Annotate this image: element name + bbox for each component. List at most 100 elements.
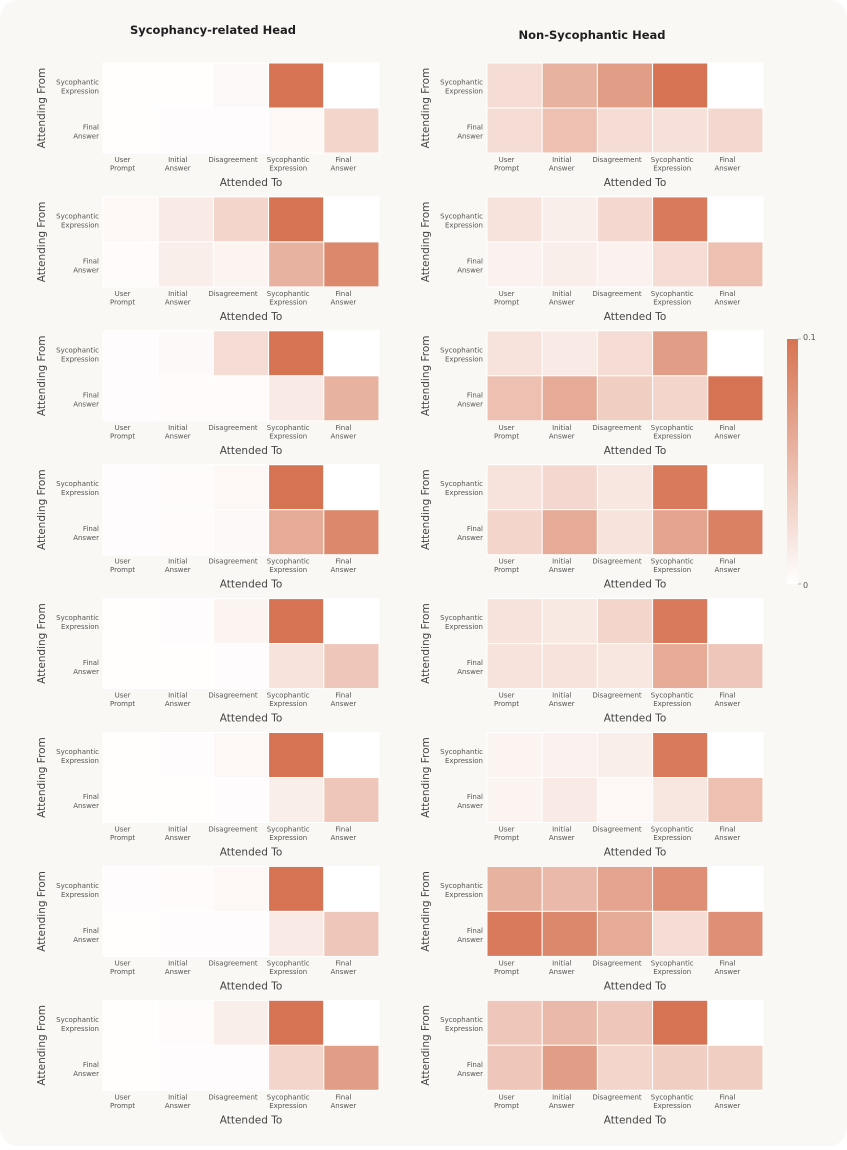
x-tick-label-disagreement: Disagreement xyxy=(208,424,258,432)
heatmap-cell xyxy=(268,643,325,690)
y-tick-label-final-answer: Final Answer xyxy=(73,257,99,274)
heatmap-cell xyxy=(541,910,598,957)
x-tick-label-user-prompt: User Prompt xyxy=(494,290,519,307)
heatmap-cell xyxy=(157,509,214,556)
heatmap-cell xyxy=(707,732,764,778)
x-tick-label-sycophantic-expression: Sycophantic Expression xyxy=(651,959,694,976)
heatmap-cell xyxy=(157,330,214,377)
x-tick-label-disagreement: Disagreement xyxy=(208,959,258,967)
x-tick-label-sycophantic-expression: Sycophantic Expression xyxy=(651,156,694,173)
x-tick-label-sycophantic-expression: Sycophantic Expression xyxy=(267,290,310,307)
x-tick-label-disagreement: Disagreement xyxy=(208,1093,258,1101)
heatmap-cell xyxy=(541,865,598,912)
heatmap-cell xyxy=(541,643,598,690)
heatmap-cell xyxy=(323,330,380,377)
y-axis-title: Attending From xyxy=(420,1005,432,1086)
y-tick-label-final-answer: Final Answer xyxy=(457,793,483,810)
heatmap-cell xyxy=(212,330,270,377)
heatmap-cell xyxy=(541,732,598,778)
heatmap-cell xyxy=(486,464,543,511)
x-tick-label-final-answer: Final Answer xyxy=(715,290,741,307)
y-tick-label-sycophantic-expression: Sycophantic Expression xyxy=(440,748,483,765)
heatmap-cell xyxy=(707,241,764,288)
y-tick-label-sycophantic-expression: Sycophantic Expression xyxy=(56,480,99,497)
heatmap-cell xyxy=(212,107,270,154)
y-axis-title: Attending From xyxy=(420,202,432,283)
x-tick-label-sycophantic-expression: Sycophantic Expression xyxy=(651,424,694,441)
x-tick-label-final-answer: Final Answer xyxy=(331,558,357,575)
x-axis-title: Attended To xyxy=(220,579,283,591)
heatmap-cell xyxy=(652,643,709,690)
x-tick-label-user-prompt: User Prompt xyxy=(494,959,519,976)
heatmap-cell xyxy=(652,1044,709,1091)
heatmap-cell xyxy=(541,107,598,154)
x-tick-label-final-answer: Final Answer xyxy=(715,424,741,441)
x-tick-label-disagreement: Disagreement xyxy=(592,156,642,164)
y-tick-label-sycophantic-expression: Sycophantic Expression xyxy=(440,346,483,363)
x-tick-label-sycophantic-expression: Sycophantic Expression xyxy=(267,156,310,173)
x-tick-label-initial-answer: Initial Answer xyxy=(165,826,191,843)
heatmap-cell xyxy=(486,643,543,690)
x-tick-label-initial-answer: Initial Answer xyxy=(549,424,575,441)
heatmap-panel-col0-row3: Sycophantic Expression Final Answer User Prom… xyxy=(36,464,380,591)
x-tick-label-user-prompt: User Prompt xyxy=(110,959,135,976)
x-axis-title: Attended To xyxy=(220,980,283,992)
heatmap-cell xyxy=(323,732,380,778)
x-tick-label-initial-answer: Initial Answer xyxy=(165,156,191,173)
heatmap-cell xyxy=(707,107,764,154)
heatmap-cell xyxy=(212,241,270,288)
x-tick-label-disagreement: Disagreement xyxy=(208,156,258,164)
heatmap-cell xyxy=(652,330,709,377)
heatmap-cell xyxy=(596,643,654,690)
heatmap-cell xyxy=(323,777,380,823)
x-tick-label-sycophantic-expression: Sycophantic Expression xyxy=(267,826,310,843)
x-axis-title: Attended To xyxy=(604,980,667,992)
heatmap-cell xyxy=(486,1044,543,1091)
y-axis-title: Attending From xyxy=(36,335,48,416)
x-axis-title: Attended To xyxy=(604,177,667,189)
heatmap-cell xyxy=(707,196,764,243)
x-tick-label-sycophantic-expression: Sycophantic Expression xyxy=(267,692,310,709)
y-tick-label-final-answer: Final Answer xyxy=(73,1061,99,1078)
x-tick-label-initial-answer: Initial Answer xyxy=(165,424,191,441)
heatmap-cell xyxy=(212,865,270,912)
heatmap-cell xyxy=(102,107,159,154)
heatmap-cell xyxy=(102,330,159,377)
x-tick-label-final-answer: Final Answer xyxy=(331,156,357,173)
heatmap-panel-col1-row3: Sycophantic Expression Final Answer User Prom… xyxy=(420,464,764,591)
colorbar-min-label: 0 xyxy=(803,581,808,590)
y-axis-title: Attending From xyxy=(36,202,48,283)
y-tick-label-sycophantic-expression: Sycophantic Expression xyxy=(440,1016,483,1033)
heatmap-cell xyxy=(707,509,764,556)
x-tick-label-initial-answer: Initial Answer xyxy=(165,290,191,307)
heatmap-cell xyxy=(212,1044,270,1091)
x-tick-label-sycophantic-expression: Sycophantic Expression xyxy=(267,1093,310,1110)
heatmap-panel-col1-row1: Sycophantic Expression Final Answer User Prom… xyxy=(420,196,764,323)
heatmap-cell xyxy=(707,598,764,645)
heatmap-panel-col0-row2: Sycophantic Expression Final Answer User Prom… xyxy=(36,330,380,457)
x-tick-label-user-prompt: User Prompt xyxy=(494,558,519,575)
heatmap-cell xyxy=(596,375,654,422)
heatmap-cell xyxy=(268,910,325,957)
x-tick-label-disagreement: Disagreement xyxy=(208,692,258,700)
heatmap-cell xyxy=(323,196,380,243)
heatmap-cell xyxy=(323,241,380,288)
y-tick-label-sycophantic-expression: Sycophantic Expression xyxy=(56,212,99,229)
x-tick-label-disagreement: Disagreement xyxy=(208,826,258,834)
heatmap-cell xyxy=(102,1044,159,1091)
y-tick-label-sycophantic-expression: Sycophantic Expression xyxy=(440,882,483,899)
column-title-non-sycophantic: Non-Sycophantic Head xyxy=(518,28,665,42)
heatmap-panel-col1-row4: Sycophantic Expression Final Answer User Prom… xyxy=(420,598,764,725)
y-axis-title: Attending From xyxy=(36,871,48,952)
heatmap-cell xyxy=(652,598,709,645)
y-tick-label-final-answer: Final Answer xyxy=(73,391,99,408)
heatmap-cell xyxy=(486,241,543,288)
heatmap-cell xyxy=(596,777,654,823)
heatmap-cell xyxy=(652,375,709,422)
heatmap-cell xyxy=(212,464,270,511)
heatmap-cell xyxy=(323,62,380,109)
heatmap-cell xyxy=(596,910,654,957)
heatmap-cell xyxy=(596,62,654,109)
x-axis-title: Attended To xyxy=(604,579,667,591)
